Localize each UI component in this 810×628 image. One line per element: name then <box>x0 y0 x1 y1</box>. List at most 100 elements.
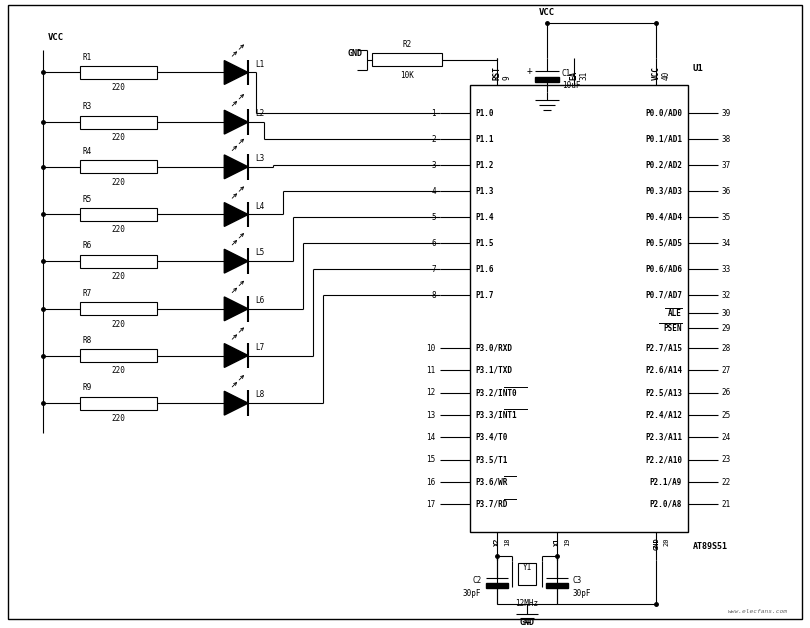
Text: P2.4/A12: P2.4/A12 <box>645 411 682 420</box>
Text: 16: 16 <box>427 478 436 487</box>
Text: P3.4/T0: P3.4/T0 <box>475 433 508 442</box>
Text: 27: 27 <box>722 366 731 375</box>
Text: 17: 17 <box>427 500 436 509</box>
Text: C3: C3 <box>573 577 582 585</box>
Text: 10K: 10K <box>400 70 414 80</box>
Bar <box>518 563 536 585</box>
Text: 220: 220 <box>112 414 126 423</box>
Text: P0.1/AD1: P0.1/AD1 <box>645 135 682 144</box>
Text: 13: 13 <box>427 411 436 420</box>
Polygon shape <box>224 344 248 367</box>
Text: P0.5/AD5: P0.5/AD5 <box>645 239 682 248</box>
Text: RST: RST <box>492 67 502 80</box>
Text: 30: 30 <box>722 309 731 318</box>
Bar <box>470 85 688 533</box>
Text: R8: R8 <box>83 335 92 345</box>
Text: 220: 220 <box>112 320 126 328</box>
Text: 5: 5 <box>431 213 436 222</box>
Text: GND: GND <box>653 537 659 550</box>
Text: www.elecfans.com: www.elecfans.com <box>727 609 787 614</box>
Text: R1: R1 <box>83 53 92 62</box>
Text: 40: 40 <box>662 71 671 80</box>
Text: P3.5/T1: P3.5/T1 <box>475 455 508 464</box>
Text: AT89S51: AT89S51 <box>693 542 728 551</box>
Text: 32: 32 <box>722 291 731 300</box>
Text: P2.2/A10: P2.2/A10 <box>645 455 682 464</box>
Text: 26: 26 <box>722 388 731 398</box>
Text: 1: 1 <box>431 109 436 117</box>
Text: P0.6/AD6: P0.6/AD6 <box>645 265 682 274</box>
Text: 31: 31 <box>579 71 588 80</box>
Text: P0.4/AD4: P0.4/AD4 <box>645 213 682 222</box>
Text: 14: 14 <box>427 433 436 442</box>
Polygon shape <box>224 111 248 134</box>
Text: P1.0: P1.0 <box>475 109 494 117</box>
Text: P1.5: P1.5 <box>475 239 494 248</box>
Text: P3.6/WR: P3.6/WR <box>475 478 508 487</box>
Text: R2: R2 <box>403 40 411 48</box>
Text: R6: R6 <box>83 241 92 250</box>
Text: 220: 220 <box>112 84 126 92</box>
Text: P2.5/A13: P2.5/A13 <box>645 388 682 398</box>
Text: P2.3/A11: P2.3/A11 <box>645 433 682 442</box>
Text: P2.6/A14: P2.6/A14 <box>645 366 682 375</box>
Text: VCC: VCC <box>48 33 64 41</box>
Text: 8: 8 <box>431 291 436 300</box>
Text: Y1: Y1 <box>522 563 532 571</box>
Text: 28: 28 <box>722 344 731 352</box>
Text: 23: 23 <box>722 455 731 464</box>
Text: 3: 3 <box>431 161 436 170</box>
Text: P2.7/A15: P2.7/A15 <box>645 344 682 352</box>
Bar <box>80 349 157 362</box>
Text: 20: 20 <box>663 537 669 546</box>
Text: P1.7: P1.7 <box>475 291 494 300</box>
Text: P1.2: P1.2 <box>475 161 494 170</box>
Bar <box>80 255 157 268</box>
Polygon shape <box>224 155 248 179</box>
Bar <box>80 66 157 79</box>
Text: 18: 18 <box>505 537 510 546</box>
Text: VCC: VCC <box>652 67 661 80</box>
Text: P2.0/A8: P2.0/A8 <box>650 500 682 509</box>
Text: X2: X2 <box>494 537 501 546</box>
Polygon shape <box>224 297 248 321</box>
Text: P1.4: P1.4 <box>475 213 494 222</box>
Text: X1: X1 <box>554 537 560 546</box>
Text: 35: 35 <box>722 213 731 222</box>
Text: C1: C1 <box>562 69 571 78</box>
Text: L1: L1 <box>255 60 264 68</box>
Bar <box>80 397 157 409</box>
Polygon shape <box>224 60 248 84</box>
Text: 38: 38 <box>722 135 731 144</box>
Text: C2: C2 <box>472 577 481 585</box>
Text: 220: 220 <box>112 272 126 281</box>
Text: P3.0/RXD: P3.0/RXD <box>475 344 513 352</box>
Text: P1.6: P1.6 <box>475 265 494 274</box>
Text: 6: 6 <box>431 239 436 248</box>
Text: 10: 10 <box>427 344 436 352</box>
Text: 220: 220 <box>112 225 126 234</box>
Text: 19: 19 <box>564 537 570 546</box>
Text: 33: 33 <box>722 265 731 274</box>
Text: 220: 220 <box>112 178 126 187</box>
Text: 9: 9 <box>503 76 512 80</box>
Text: L2: L2 <box>255 109 264 118</box>
Text: L8: L8 <box>255 390 264 399</box>
Polygon shape <box>224 203 248 227</box>
Polygon shape <box>224 391 248 415</box>
Text: 220: 220 <box>112 366 126 376</box>
Text: R9: R9 <box>83 383 92 392</box>
Text: P0.2/AD2: P0.2/AD2 <box>645 161 682 170</box>
Text: 30pF: 30pF <box>463 589 481 598</box>
Bar <box>80 160 157 173</box>
Text: 11: 11 <box>427 366 436 375</box>
Text: 22: 22 <box>722 478 731 487</box>
Text: P0.7/AD7: P0.7/AD7 <box>645 291 682 300</box>
Text: +: + <box>526 67 532 77</box>
Text: P3.7/RD: P3.7/RD <box>475 500 508 509</box>
Text: GND: GND <box>520 618 535 627</box>
Text: 30pF: 30pF <box>573 589 591 598</box>
Text: 29: 29 <box>722 323 731 333</box>
Text: 37: 37 <box>722 161 731 170</box>
Text: 220: 220 <box>112 133 126 142</box>
